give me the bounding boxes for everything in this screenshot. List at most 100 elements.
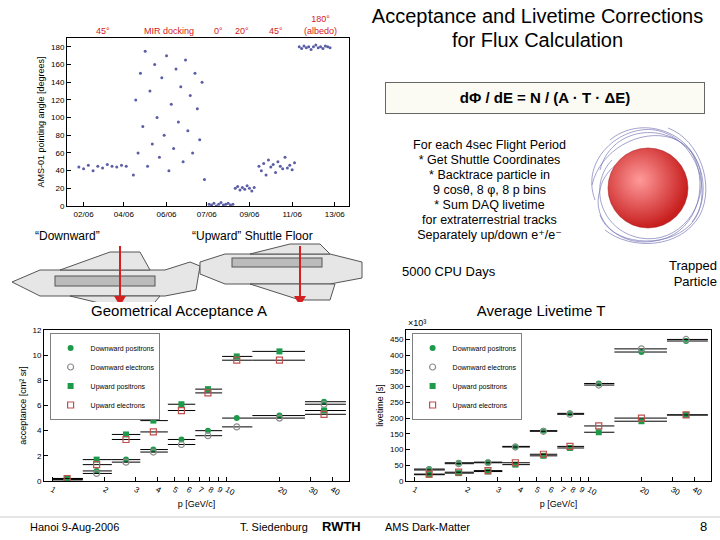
svg-text:400: 400 bbox=[390, 351, 404, 360]
svg-text:200: 200 bbox=[390, 414, 404, 423]
html-text:Hanoi 9-Aug-2006: Hanoi 9-Aug-2006 bbox=[30, 521, 120, 533]
svg-text:350: 350 bbox=[390, 367, 404, 376]
svg-text:Upward positrons: Upward positrons bbox=[453, 383, 508, 391]
svg-text:MIR docking: MIR docking bbox=[144, 26, 194, 36]
svg-text:5: 5 bbox=[171, 485, 180, 495]
svg-text:4: 4 bbox=[37, 426, 42, 435]
svg-text:11/06: 11/06 bbox=[282, 210, 302, 219]
svg-text:45°: 45° bbox=[96, 26, 110, 36]
svg-text:1: 1 bbox=[411, 485, 420, 495]
svg-text:9: 9 bbox=[578, 485, 587, 495]
svg-text:100: 100 bbox=[390, 445, 404, 454]
svg-text:Downward positrons: Downward positrons bbox=[453, 345, 517, 353]
html-text:Trapped Particle: Trapped Particle bbox=[669, 258, 717, 289]
svg-text:140: 140 bbox=[51, 78, 65, 87]
svg-text:100: 100 bbox=[51, 113, 65, 122]
svg-text:20: 20 bbox=[638, 485, 651, 498]
svg-text:6: 6 bbox=[185, 485, 194, 495]
svg-text:20: 20 bbox=[276, 485, 289, 498]
svg-text:Geometrical Acceptance A: Geometrical Acceptance A bbox=[91, 302, 267, 319]
svg-text:8: 8 bbox=[37, 376, 42, 385]
svg-text:3: 3 bbox=[132, 485, 141, 495]
svg-text:Upward electrons: Upward electrons bbox=[91, 402, 146, 410]
svg-text:45°: 45° bbox=[269, 26, 283, 36]
svg-text:6: 6 bbox=[547, 485, 556, 495]
svg-text:40: 40 bbox=[329, 485, 342, 498]
svg-text:50: 50 bbox=[394, 461, 403, 470]
svg-text:20: 20 bbox=[55, 184, 64, 193]
svg-text:Downward electrons: Downward electrons bbox=[453, 364, 517, 371]
svg-text:180: 180 bbox=[51, 43, 65, 52]
html-text:“Upward” Shuttle Floor: “Upward” Shuttle Floor bbox=[192, 229, 313, 243]
svg-text:04/06: 04/06 bbox=[114, 210, 135, 219]
svg-text:3: 3 bbox=[494, 485, 503, 495]
svg-text:02/06: 02/06 bbox=[74, 210, 95, 219]
svg-text:livetime [s]: livetime [s] bbox=[375, 384, 385, 427]
svg-text:4: 4 bbox=[516, 485, 525, 495]
svg-text:40: 40 bbox=[55, 166, 64, 175]
html-text:* Backtrace particle in: * Backtrace particle in bbox=[429, 168, 550, 182]
svg-text:0: 0 bbox=[399, 477, 404, 486]
html-text:5000 CPU Days: 5000 CPU Days bbox=[402, 264, 496, 279]
svg-text:5: 5 bbox=[533, 485, 542, 495]
svg-text:Upward positrons: Upward positrons bbox=[91, 383, 146, 391]
svg-text:10: 10 bbox=[224, 485, 237, 498]
svg-text:acceptance [cm² sr]: acceptance [cm² sr] bbox=[18, 366, 28, 445]
svg-text:09/06: 09/06 bbox=[239, 210, 260, 219]
svg-text:120: 120 bbox=[51, 96, 65, 105]
svg-text:p [GeV/c]: p [GeV/c] bbox=[540, 499, 578, 509]
html-text:for extraterrestrial tracks: for extraterrestrial tracks bbox=[422, 213, 557, 227]
html-text:Separately up/down e⁺/e⁻: Separately up/down e⁺/e⁻ bbox=[417, 228, 562, 242]
svg-text:150: 150 bbox=[390, 430, 404, 439]
html-text:AMS Dark-Matter: AMS Dark-Matter bbox=[385, 521, 470, 533]
svg-text:0: 0 bbox=[60, 202, 65, 211]
svg-text:30: 30 bbox=[307, 485, 320, 498]
svg-text:07/06: 07/06 bbox=[197, 210, 218, 219]
html-text:Acceptance and Livetime Correc: Acceptance and Livetime Corrections for … bbox=[371, 5, 704, 51]
svg-text:2: 2 bbox=[102, 485, 111, 495]
html-text:For each 4sec Flight Period: For each 4sec Flight Period bbox=[413, 138, 566, 152]
svg-text:250: 250 bbox=[390, 398, 404, 407]
svg-text:300: 300 bbox=[390, 382, 404, 391]
html-text:“Downward”: “Downward” bbox=[35, 229, 100, 243]
svg-text:p [GeV/c]: p [GeV/c] bbox=[178, 499, 216, 509]
svg-text:450: 450 bbox=[390, 335, 404, 344]
svg-text:80: 80 bbox=[55, 131, 64, 140]
svg-text:AMS-01 pointing angle [degrees: AMS-01 pointing angle [degrees] bbox=[36, 56, 46, 187]
svg-text:13/06: 13/06 bbox=[325, 210, 346, 219]
svg-text:Downward electrons: Downward electrons bbox=[91, 364, 155, 371]
html-text:RWTH: RWTH bbox=[322, 519, 361, 534]
svg-text:8: 8 bbox=[569, 485, 578, 495]
html-text:T. Siedenburg: T. Siedenburg bbox=[240, 521, 308, 533]
html-text:dΦ / dE = N / (A · T · ΔE): dΦ / dE = N / (A · T · ΔE) bbox=[459, 89, 631, 106]
svg-text:1: 1 bbox=[49, 485, 58, 495]
svg-text:4: 4 bbox=[154, 485, 163, 495]
svg-text:9: 9 bbox=[216, 485, 225, 495]
svg-text:6: 6 bbox=[37, 401, 42, 410]
svg-text:8: 8 bbox=[207, 485, 216, 495]
html-text:* Get Shuttle Coordinates: * Get Shuttle Coordinates bbox=[418, 153, 561, 167]
svg-text:12: 12 bbox=[32, 326, 41, 335]
svg-text:60: 60 bbox=[55, 149, 64, 158]
svg-text:7: 7 bbox=[559, 485, 568, 495]
svg-text:2: 2 bbox=[37, 452, 42, 461]
svg-text:Upward electrons: Upward electrons bbox=[453, 402, 508, 410]
svg-text:2: 2 bbox=[464, 485, 473, 495]
html-text:9 cosθ, 8 φ, 8 p bins: 9 cosθ, 8 φ, 8 p bins bbox=[433, 183, 546, 197]
svg-text:Downward positrons: Downward positrons bbox=[91, 345, 155, 353]
svg-text:10: 10 bbox=[586, 485, 599, 498]
svg-text:30: 30 bbox=[669, 485, 682, 498]
svg-text:180°(albedo): 180°(albedo) bbox=[304, 14, 337, 36]
svg-text:0°: 0° bbox=[214, 26, 223, 36]
html-text:8: 8 bbox=[700, 519, 708, 534]
svg-text:Average Livetime T: Average Livetime T bbox=[477, 302, 606, 319]
svg-text:0: 0 bbox=[37, 477, 42, 486]
svg-text:160: 160 bbox=[51, 60, 65, 69]
svg-text:7: 7 bbox=[197, 485, 206, 495]
svg-text:10: 10 bbox=[32, 351, 41, 360]
svg-text:20°: 20° bbox=[235, 26, 249, 36]
svg-text:40: 40 bbox=[691, 485, 704, 498]
svg-text:×10³: ×10³ bbox=[408, 318, 426, 328]
html-text:* Sum DAQ livetime: * Sum DAQ livetime bbox=[434, 198, 545, 212]
svg-text:06/06: 06/06 bbox=[157, 210, 178, 219]
